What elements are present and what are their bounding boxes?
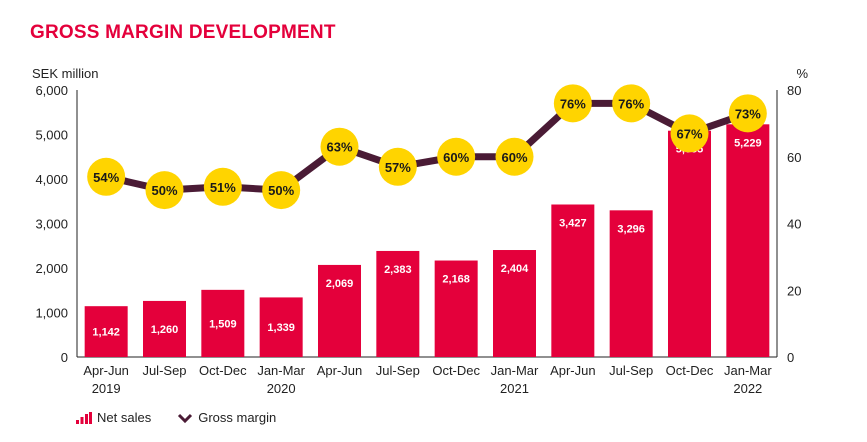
gross-margin-marker	[145, 171, 184, 210]
bar-net-sales	[609, 210, 653, 357]
bar-value-label: 1,260	[151, 324, 179, 336]
gross-margin-label: 63%	[326, 140, 352, 155]
x-tick-label: Oct-Dec	[199, 363, 247, 378]
y-axis-right-title: %	[796, 66, 808, 81]
y-left-tick-label: 6,000	[35, 83, 68, 98]
bar-net-sales	[318, 264, 361, 357]
gross-margin-label: 76%	[618, 96, 644, 111]
legend-label-gross-margin: Gross margin	[198, 410, 277, 425]
x-tick-label: Jul-Sep	[609, 363, 653, 378]
x-tick-year-label: 2022	[733, 381, 762, 396]
bar-net-sales	[551, 204, 595, 357]
bar-value-label: 2,069	[326, 278, 354, 290]
legend: Net sales Gross margin	[76, 410, 302, 425]
gross-margin-marker	[728, 94, 767, 133]
gross-margin-marker	[612, 84, 651, 123]
bar-value-label: 1,142	[92, 327, 120, 339]
gross-margin-label: 60%	[443, 150, 469, 165]
gross-margin-label: 51%	[210, 180, 236, 195]
bar-value-label: 2,168	[442, 274, 470, 286]
x-tick-label: Apr-Jun	[83, 363, 129, 378]
y-left-tick-label: 0	[61, 350, 68, 365]
bar-value-label: 1,509	[209, 318, 237, 330]
gross-margin-label: 57%	[385, 160, 411, 175]
bar-net-sales	[434, 260, 478, 357]
bar-net-sales	[493, 250, 536, 357]
gross-margin-marker	[87, 157, 126, 196]
y-right-tick-label: 80	[787, 83, 801, 98]
bar-chart-icon	[76, 411, 92, 424]
legend-label-net-sales: Net sales	[97, 410, 152, 425]
bar-net-sales	[201, 289, 245, 357]
bar-net-sales	[668, 130, 711, 357]
bar-value-label: 2,404	[501, 263, 529, 275]
bar-value-label: 3,296	[617, 223, 645, 235]
y-left-tick-label: 4,000	[35, 172, 68, 187]
x-tick-label: Apr-Jun	[317, 363, 363, 378]
bar-net-sales	[726, 124, 770, 357]
bar-net-sales	[259, 297, 303, 357]
gross-margin-label: 67%	[676, 126, 702, 141]
chart-title: GROSS MARGIN DEVELOPMENT	[30, 22, 336, 43]
y-left-tick-label: 1,000	[35, 306, 68, 321]
gross-margin-marker	[203, 167, 242, 206]
x-tick-year-label: 2021	[500, 381, 529, 396]
x-tick-label: Oct-Dec	[666, 363, 714, 378]
bar-value-label: 2,383	[384, 264, 412, 276]
gross-margin-marker	[320, 127, 359, 166]
gross-margin-label: 50%	[151, 183, 177, 198]
bar-net-sales	[376, 250, 420, 357]
legend-item-gross-margin[interactable]: Gross margin	[177, 410, 276, 425]
gross-margin-marker	[437, 137, 476, 176]
gross-margin-marker	[670, 114, 709, 153]
gross-margin-marker	[378, 147, 417, 186]
chevron-down-icon	[178, 413, 193, 423]
gross-margin-marker	[262, 171, 301, 210]
gross-margin-label: 76%	[560, 96, 586, 111]
gross-margin-label: 54%	[93, 170, 119, 185]
x-tick-label: Jan-Mar	[724, 363, 772, 378]
x-tick-year-label: 2020	[267, 381, 296, 396]
y-right-tick-label: 0	[787, 350, 794, 365]
x-tick-label: Oct-Dec	[432, 363, 480, 378]
x-tick-label: Jan-Mar	[491, 363, 539, 378]
x-tick-label: Apr-Jun	[550, 363, 596, 378]
y-axis-left-title: SEK million	[32, 66, 98, 81]
gross-margin-label: 60%	[501, 150, 527, 165]
x-tick-label: Jul-Sep	[142, 363, 186, 378]
y-right-tick-label: 20	[787, 283, 801, 298]
bar-value-label: 1,339	[267, 322, 295, 334]
gross-margin-marker	[495, 137, 534, 176]
legend-item-net-sales[interactable]: Net sales	[76, 410, 151, 425]
gross-margin-label: 73%	[735, 106, 761, 121]
gross-margin-marker	[553, 84, 592, 123]
bar-net-sales	[84, 306, 128, 357]
y-right-tick-label: 60	[787, 150, 801, 165]
y-right-tick-label: 40	[787, 217, 801, 232]
x-tick-label: Jan-Mar	[257, 363, 305, 378]
x-tick-year-label: 2019	[92, 381, 121, 396]
bar-net-sales	[143, 300, 186, 357]
y-left-tick-label: 2,000	[35, 261, 68, 276]
x-tick-label: Jul-Sep	[376, 363, 420, 378]
bar-value-label: 5,229	[734, 137, 762, 149]
bar-value-label: 3,427	[559, 217, 587, 229]
y-left-tick-label: 5,000	[35, 128, 68, 143]
gross-margin-line	[105, 99, 749, 194]
gross-margin-label: 50%	[268, 183, 294, 198]
y-left-tick-label: 3,000	[35, 217, 68, 232]
